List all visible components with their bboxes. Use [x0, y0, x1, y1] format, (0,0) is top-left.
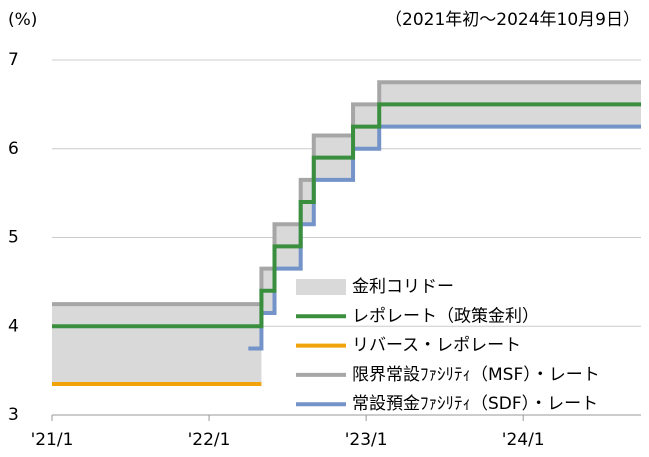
- corridor-area: [52, 82, 641, 384]
- legend-label: レポレート（政策金利）: [352, 306, 539, 326]
- y-tick-label: 6: [8, 139, 19, 159]
- legend-label: リバース・レポレート: [352, 336, 521, 356]
- y-unit: (%): [8, 10, 37, 30]
- series-line: [248, 124, 641, 351]
- legend-label: 金利コリドー: [352, 277, 454, 297]
- y-tick-label: 5: [8, 228, 19, 248]
- legend-label: 限界常設ﾌｧｼﾘﾃｨ（MSF）・レート: [352, 365, 600, 385]
- y-tick-label: 4: [8, 316, 19, 336]
- x-tick-label: '24/1: [502, 430, 545, 450]
- legend-label: 常設預金ﾌｧｼﾘﾃｨ（SDF）・レート: [352, 394, 598, 414]
- series-line: [52, 102, 641, 329]
- y-tick-label: 3: [8, 405, 19, 425]
- x-tick-label: '23/1: [345, 430, 388, 450]
- y-tick-label: 7: [8, 50, 19, 70]
- x-tick-label: '21/1: [31, 430, 74, 450]
- subtitle: （2021年初～2024年10月9日）: [385, 10, 640, 30]
- x-tick-label: '22/1: [188, 430, 231, 450]
- legend-swatch: [296, 279, 346, 295]
